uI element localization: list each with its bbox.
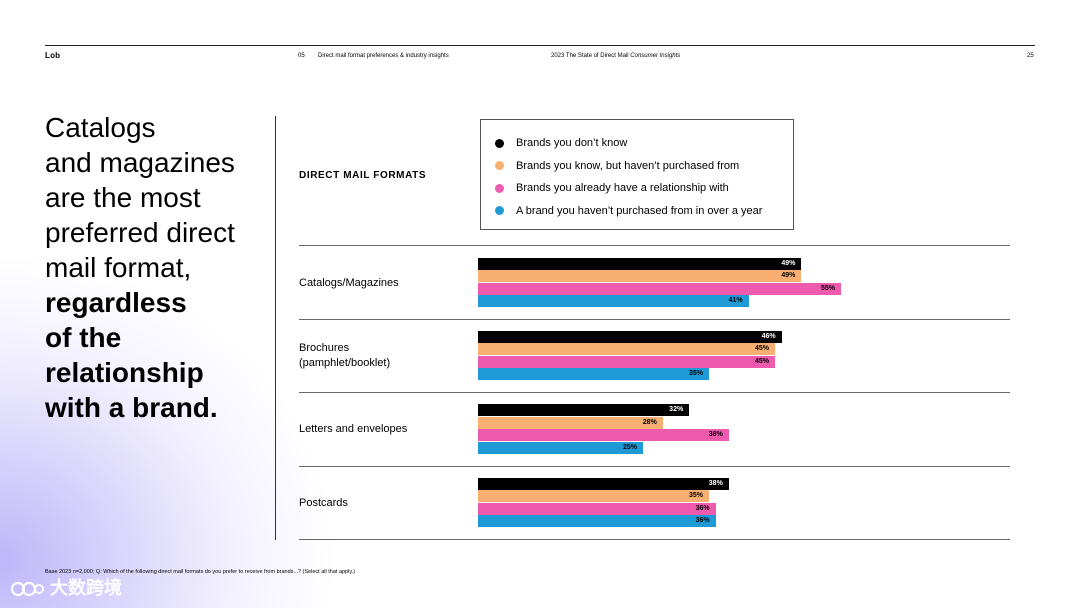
bar-value-label: 46% (761, 332, 776, 340)
section-number: 05 (298, 53, 305, 59)
watermark: 大数跨境 (10, 574, 122, 600)
bar (478, 282, 841, 295)
bar (478, 330, 782, 343)
bar-value-label: 35% (688, 370, 703, 377)
bar-value-label: 35% (688, 492, 703, 499)
legend-item: A brand you haven’t purchased from in ov… (481, 200, 793, 223)
legend-item: Brands you don’t know (481, 132, 793, 155)
legend-item: Brands you know, but haven’t purchased f… (481, 155, 793, 178)
report-title-main: 2023 The State of Direct Mail (551, 53, 629, 59)
bar (478, 429, 729, 441)
page-number: 25 (1027, 53, 1034, 59)
bar (478, 295, 749, 307)
legend-dot-icon (495, 138, 504, 148)
bar (478, 515, 716, 527)
category-label: Catalogs/Magazines (299, 277, 399, 289)
legend-label: Brands you don’t know (516, 137, 628, 150)
headline-bold-line: with a brand. (45, 392, 218, 423)
row-divider (299, 319, 1010, 320)
category-label: Postcards (299, 497, 348, 509)
bar (478, 355, 775, 368)
bar-value-label: 49% (781, 259, 796, 267)
bar-value-label: 55% (820, 284, 835, 292)
bar-value-label: 49% (781, 272, 796, 279)
bar (478, 490, 709, 502)
bar (478, 502, 716, 515)
legend-label: A brand you haven’t purchased from in ov… (516, 204, 763, 217)
chart-legend: Brands you don’t know Brands you know, b… (480, 119, 794, 230)
chart-title: DIRECT MAIL FORMATS (299, 170, 427, 181)
bar (478, 416, 663, 429)
bar (478, 477, 729, 490)
bar-value-label: 45% (754, 345, 769, 352)
report-title: 2023 The State of Direct Mail Consumer I… (551, 53, 680, 59)
row-divider (299, 539, 1010, 540)
headline-line: are the most (45, 182, 201, 213)
bar (478, 257, 802, 270)
vertical-divider (275, 116, 276, 540)
legend-dot-icon (495, 161, 504, 171)
bar-value-label: 28% (642, 418, 657, 426)
legend-dot-icon (495, 206, 504, 216)
headline-line: mail format, (45, 252, 192, 283)
headline-bold-line: relationship (45, 357, 204, 388)
bar-value-label: 41% (728, 297, 743, 304)
bar-value-label: 38% (708, 431, 723, 438)
row-divider (299, 245, 1010, 246)
legend-label: Brands you know, but haven’t purchased f… (516, 159, 740, 172)
bar (478, 404, 690, 416)
category-label: Letters and envelopes (299, 423, 408, 435)
headline-line: Catalogs (45, 112, 156, 143)
legend-dot-icon (495, 183, 504, 193)
header-rule (45, 45, 1035, 46)
bar-value-label: 45% (754, 357, 769, 365)
section-title-header: Direct mail format preferences & industr… (318, 53, 449, 59)
brand-logo: Lob (45, 51, 61, 60)
headline-bold-line: of the (45, 322, 122, 353)
category-label: Brochures (pamphlet/booklet) (299, 342, 391, 369)
row-divider (299, 392, 1010, 393)
headline-line: preferred direct (45, 217, 235, 248)
bar (478, 343, 775, 355)
report-subtitle: Consumer Insights (630, 53, 681, 59)
headline-bold-line: regardless (45, 287, 187, 318)
watermark-text: 大数跨境 (50, 578, 122, 598)
row-divider (299, 466, 1010, 467)
legend-item: Brands you already have a relationship w… (481, 177, 793, 200)
footnote: Base 2023 n=2,000; Q: Which of the follo… (45, 569, 356, 575)
bar-value-label: 36% (695, 517, 710, 524)
bar (478, 368, 709, 380)
watermark-logo-icon (10, 581, 44, 597)
legend-label: Brands you already have a relationship w… (516, 182, 729, 195)
bar-value-label: 32% (669, 406, 684, 413)
bar-value-label: 38% (708, 479, 723, 487)
headline-line: and magazines (45, 147, 235, 178)
bar (478, 270, 802, 282)
headline: Catalogs and magazines are the most pref… (45, 110, 265, 425)
bar-value-label: 36% (695, 504, 710, 512)
bar-value-label: 25% (622, 443, 637, 451)
bar (478, 441, 643, 454)
